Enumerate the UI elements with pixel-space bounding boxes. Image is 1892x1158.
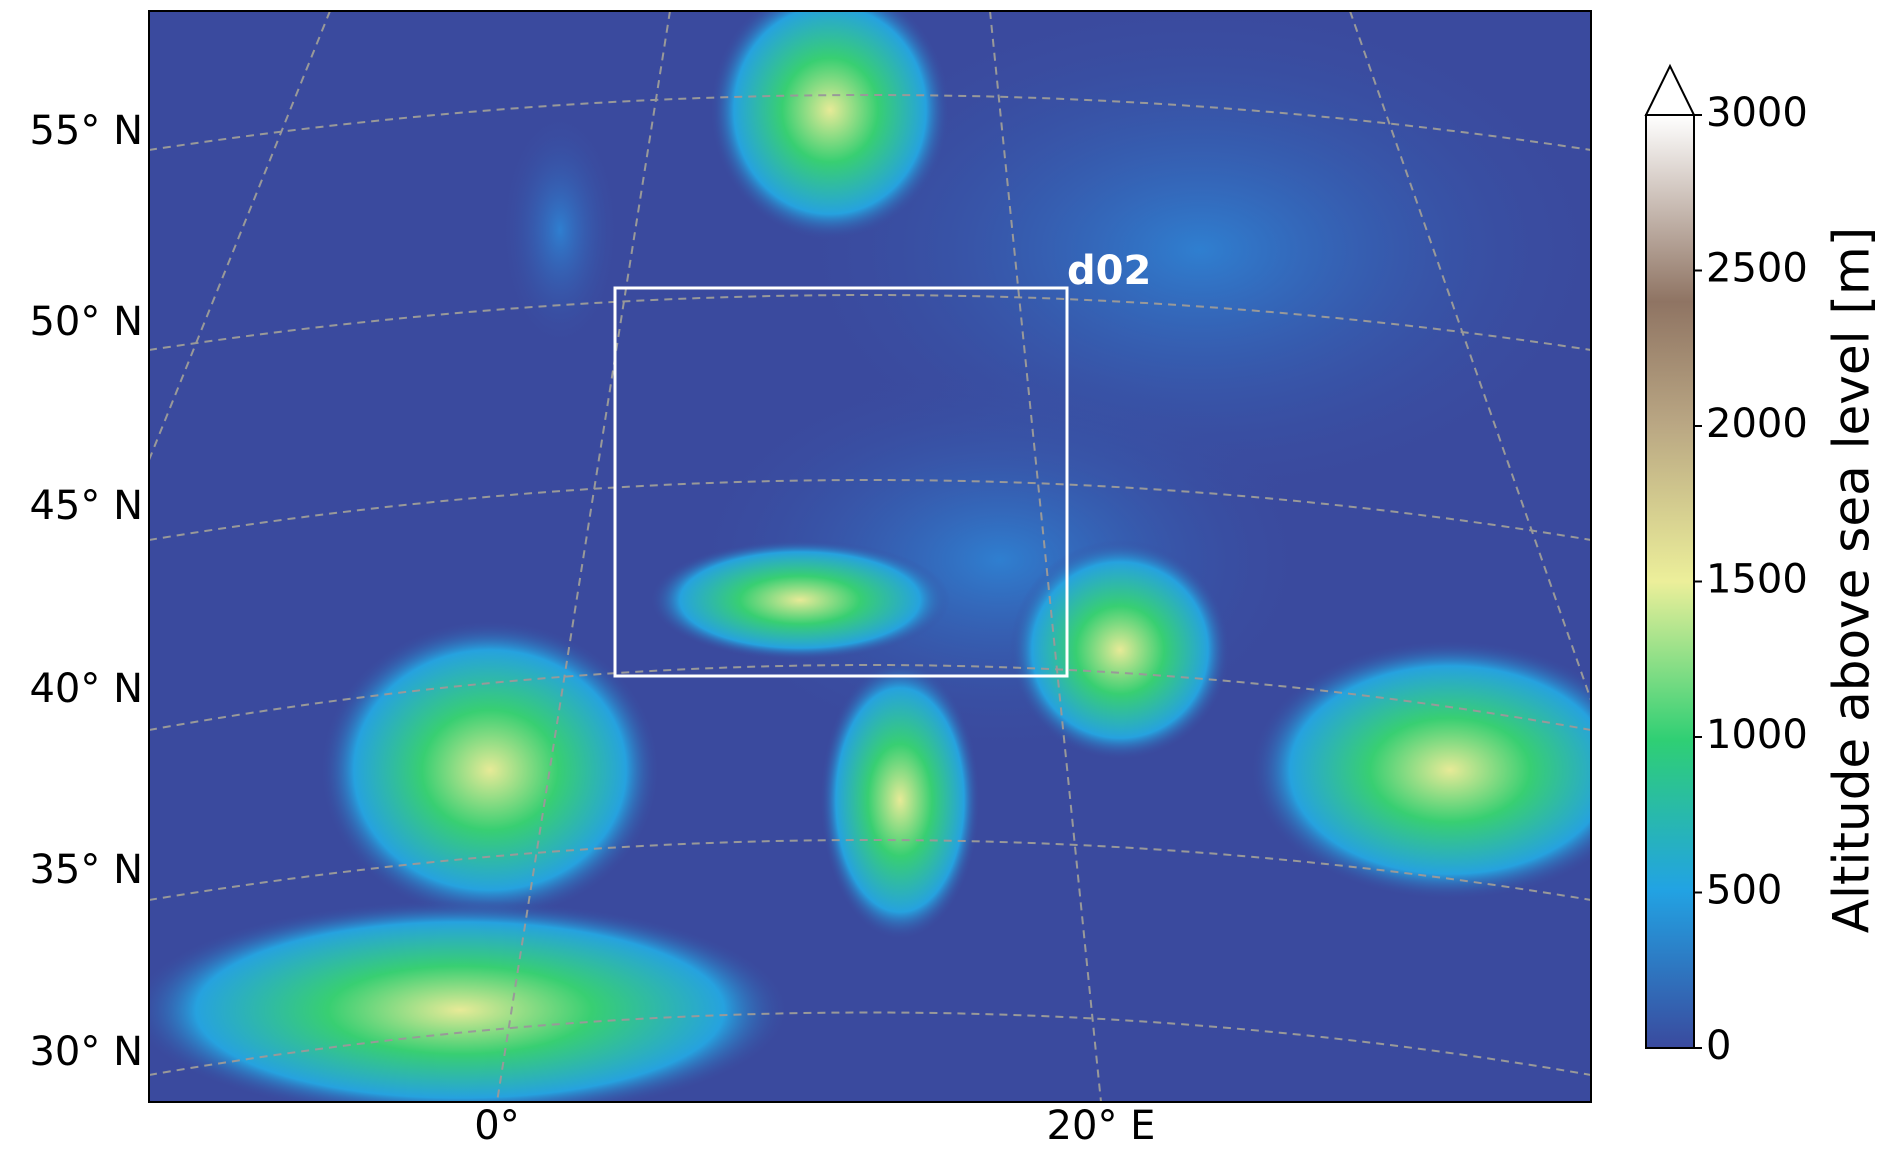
colorbar-tick-label: 2500: [1706, 246, 1808, 292]
lat-label: 35° N: [29, 847, 143, 893]
colorbar-tick-label: 500: [1706, 868, 1782, 914]
lon-label: 0°: [474, 1103, 519, 1149]
colorbar-tick-label: 2000: [1706, 401, 1808, 447]
land: [149, 900, 790, 1102]
colorbar-label: Altitude above sea level [m]: [1823, 227, 1881, 933]
lat-labels: 55° N 50° N 45° N 40° N 35° N 30° N: [29, 108, 143, 1075]
land: [500, 110, 620, 350]
land: [710, 11, 950, 240]
lon-labels: 0° 20° E: [474, 1103, 1155, 1149]
land: [820, 660, 980, 940]
lat-label: 40° N: [29, 666, 143, 712]
colorbar-extend: [1644, 63, 1696, 116]
map-area: d02: [149, 11, 1591, 1102]
land: [650, 540, 950, 660]
lat-label: 50° N: [29, 299, 143, 345]
land: [1010, 540, 1230, 760]
lat-label: 55° N: [29, 108, 143, 154]
colorbar-tick-label: 3000: [1706, 90, 1808, 136]
map-frame: [148, 10, 1592, 1103]
domain-box: [613, 286, 1069, 678]
colorbar-tick-label: 1500: [1706, 557, 1808, 603]
colorbar: Altitude above sea level [m] 0 500 1000 150…: [1644, 63, 1881, 1069]
domain-label: d02: [1067, 248, 1151, 294]
lat-label: 45° N: [29, 483, 143, 529]
land: [320, 620, 660, 920]
lon-label: 20° E: [1047, 1103, 1156, 1149]
lat-label: 30° N: [29, 1029, 143, 1075]
land: [1250, 640, 1591, 900]
colorbar-tick-label: 0: [1706, 1023, 1731, 1069]
colorbar-tick-label: 1000: [1706, 712, 1808, 758]
graticule: [149, 11, 1591, 1102]
colorbar-fill: [1645, 114, 1695, 1049]
